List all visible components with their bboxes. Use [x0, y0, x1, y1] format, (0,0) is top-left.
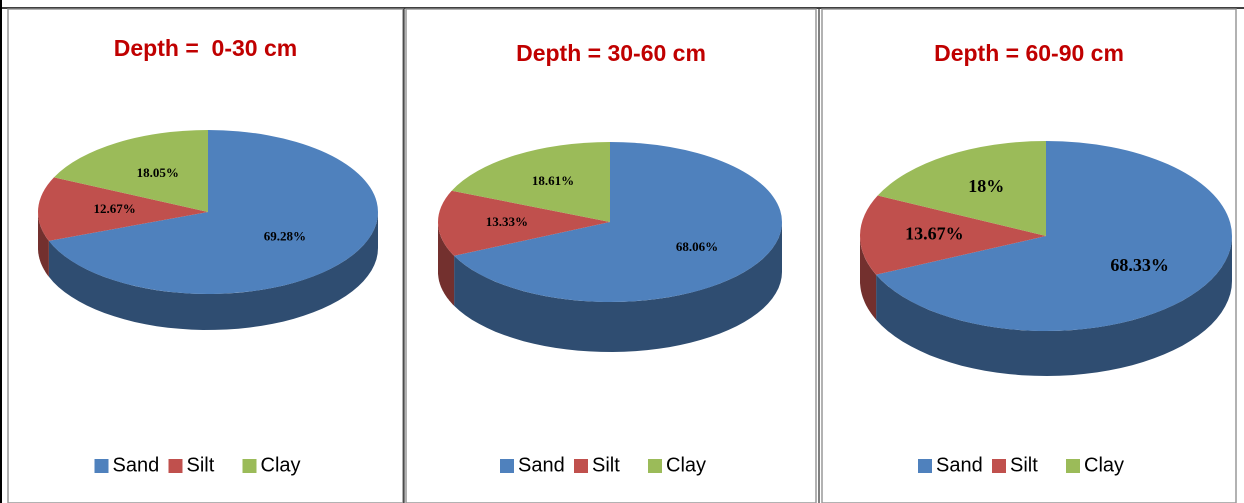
data-label: 18.05% [137, 165, 179, 180]
data-label: 18.61% [532, 173, 574, 188]
legend-label: Sand [936, 454, 983, 476]
legend-label: Silt [1010, 454, 1038, 476]
legend-swatch [648, 459, 662, 473]
pie-side [38, 212, 49, 277]
pie-slice [454, 142, 782, 302]
pie-slice [876, 141, 1232, 331]
legend-label: Clay [261, 454, 301, 476]
pie-side [454, 222, 782, 352]
panel-border [821, 8, 1237, 503]
legend-swatch [574, 459, 588, 473]
legend-swatch [94, 459, 109, 473]
legend-label: Clay [1084, 454, 1124, 476]
chart-title: Depth = 30-60 cm [516, 40, 706, 66]
legend-swatch [992, 459, 1006, 473]
pie-slice [859, 195, 1046, 275]
data-label: 18% [968, 176, 1004, 196]
legend-swatch [500, 459, 514, 473]
pie-side [48, 212, 379, 330]
panel-border [405, 8, 817, 503]
data-label: 13.33% [486, 214, 528, 229]
data-label: 12.67% [93, 201, 135, 216]
pie-side [860, 236, 877, 320]
legend-label: Silt [187, 454, 215, 476]
legend-swatch [1066, 459, 1080, 473]
pie-slice [451, 142, 610, 222]
legend-swatch [242, 459, 257, 473]
chart-title: Depth = 0-30 cm [114, 35, 297, 61]
pie-slice [37, 177, 208, 241]
data-label: 68.33% [1110, 255, 1169, 275]
pie-side [438, 222, 455, 306]
data-label: 69.28% [264, 229, 306, 244]
data-label: 13.67% [905, 224, 964, 244]
pie-slice [877, 141, 1046, 236]
legend-swatch [918, 459, 932, 473]
legend-label: Sand [113, 454, 160, 476]
pie-slice [53, 130, 209, 212]
chart-title: Depth = 60-90 cm [934, 40, 1124, 66]
legend-label: Clay [666, 454, 706, 476]
legend-swatch [168, 459, 183, 473]
legend-label: Silt [592, 454, 620, 476]
pie-slice [438, 190, 610, 256]
legend-label: Sand [518, 454, 565, 476]
pie-slice [48, 130, 378, 295]
data-label: 68.06% [676, 239, 718, 254]
pie-side [876, 236, 1232, 376]
panel-border [7, 8, 404, 503]
